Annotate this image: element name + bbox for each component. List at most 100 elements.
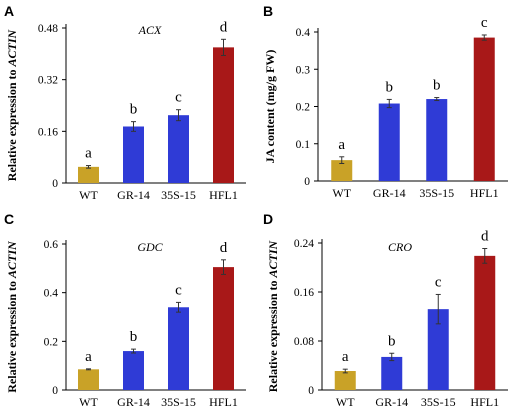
x-tick-label: WT [79, 395, 98, 409]
significance-label: d [220, 19, 228, 35]
panel-letter: B [263, 3, 273, 19]
chart-title: GDC [137, 240, 163, 254]
panel-b: B 0 0.1 0.2 0.3 0.4 JA content (mg/g FW) a WT b GR… [263, 3, 508, 200]
error-bar [221, 38, 226, 56]
x-tick-label: 35S-15 [421, 395, 456, 409]
significance-label: a [85, 146, 92, 162]
y-axis-label-gene: ACTIN [266, 239, 280, 278]
x-tick-label: 35S-15 [161, 395, 196, 409]
significance-label: b [386, 79, 394, 95]
y-axis-label-gene: ACTIN [5, 240, 19, 279]
y-axis-label-text: Relative expression to [266, 277, 280, 392]
panel-d: D 0 0.08 0.16 0.24 Relative expression to ACT… [263, 211, 508, 409]
x-tick-label: GR-14 [375, 395, 408, 409]
x-tick-label: WT [332, 186, 351, 200]
y-axis-label: JA content (mg/g FW) [263, 50, 277, 164]
significance-label: c [175, 282, 182, 298]
y-axis-label-text: JA content (mg/g FW) [263, 50, 277, 164]
x-tick-label: 35S-15 [419, 186, 454, 200]
bar-wt [334, 371, 356, 390]
error-bar [386, 98, 392, 109]
error-bar [481, 34, 487, 41]
y-tick-label: 0 [308, 385, 314, 397]
panel-letter: A [4, 3, 14, 19]
y-tick-label: 0 [52, 178, 58, 190]
chart-title: ACX [138, 23, 162, 37]
error-bar [86, 368, 91, 371]
bar-gr-14 [378, 103, 400, 181]
significance-label: b [130, 102, 138, 118]
bar-35s-15 [168, 115, 189, 183]
y-tick-label: 0.24 [294, 238, 314, 250]
panel-letter: C [4, 211, 14, 227]
significance-label: c [481, 15, 488, 31]
error-bar [131, 348, 136, 354]
error-bar [482, 248, 488, 264]
significance-label: b [130, 329, 138, 345]
error-bar [434, 97, 440, 102]
error-bar [342, 368, 348, 374]
y-tick-label: 0.2 [44, 336, 59, 348]
significance-label: a [338, 137, 345, 153]
y-tick-label: 0.16 [294, 287, 314, 299]
panel-letter: D [263, 211, 273, 227]
bar-wt [78, 369, 99, 390]
error-bar [435, 293, 441, 325]
significance-label: a [342, 349, 349, 365]
error-bar [176, 109, 181, 122]
x-tick-label: GR-14 [117, 188, 150, 202]
bar-hfl1 [213, 267, 234, 390]
error-bar [86, 165, 91, 169]
y-tick-label: 0.32 [38, 75, 58, 87]
y-axis-label-text: Relative expression to [5, 66, 19, 181]
y-axis-label: Relative expression to ACTIN [266, 239, 280, 392]
bar-gr-14 [123, 126, 144, 183]
error-bar [221, 259, 226, 275]
x-tick-label: HFL1 [470, 395, 499, 409]
significance-label: d [220, 240, 228, 256]
bar-35s-15 [168, 307, 189, 390]
significance-label: d [481, 229, 489, 245]
significance-label: a [85, 349, 92, 365]
chart-title: CRO [388, 240, 412, 254]
y-tick-label: 0.1 [296, 139, 311, 151]
significance-label: c [435, 274, 442, 290]
y-tick-label: 0.4 [296, 27, 311, 39]
bar-35s-15 [427, 309, 449, 390]
y-tick-label: 0.6 [44, 239, 59, 251]
x-tick-label: HFL1 [209, 188, 238, 202]
y-axis-label-text: Relative expression to [5, 278, 19, 393]
y-tick-label: 0.16 [38, 126, 58, 138]
x-tick-label: 35S-15 [161, 188, 196, 202]
y-tick-label: 0.3 [296, 64, 311, 76]
significance-label: b [433, 78, 441, 94]
y-tick-label: 0 [52, 385, 58, 397]
bar-wt [78, 166, 99, 183]
error-bar [389, 352, 395, 362]
x-tick-label: GR-14 [373, 186, 406, 200]
y-tick-label: 0.48 [38, 23, 58, 35]
bar-hfl1 [473, 37, 495, 182]
x-tick-label: WT [79, 188, 98, 202]
error-bar [131, 121, 136, 132]
x-tick-label: HFL1 [209, 395, 238, 409]
y-tick-label: 0 [304, 176, 310, 188]
y-tick-label: 0.08 [294, 336, 314, 348]
bar-hfl1 [213, 47, 234, 183]
panel-c: C 0 0.2 0.4 0.6 Relative expression to ACTIN G… [4, 211, 246, 409]
error-bar [339, 156, 345, 164]
bar-hfl1 [474, 255, 496, 390]
y-axis-label: Relative expression to ACTIN [5, 28, 19, 181]
significance-label: c [175, 90, 182, 106]
x-tick-label: GR-14 [117, 395, 150, 409]
bar-gr-14 [381, 356, 403, 390]
error-bar [176, 301, 181, 313]
y-tick-label: 0.2 [296, 102, 311, 114]
bar-wt [331, 160, 353, 181]
y-axis-label: Relative expression to ACTIN [5, 240, 19, 393]
x-tick-label: WT [336, 395, 355, 409]
bar-35s-15 [426, 99, 448, 181]
significance-label: b [388, 333, 396, 349]
bar-gr-14 [123, 351, 144, 390]
